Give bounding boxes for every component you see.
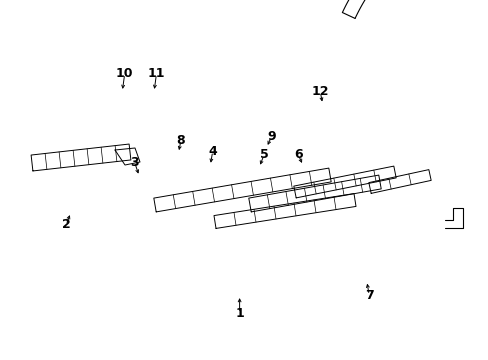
- Text: 7: 7: [364, 289, 373, 302]
- Text: 10: 10: [116, 67, 133, 80]
- Text: 4: 4: [208, 145, 217, 158]
- Text: 1: 1: [235, 307, 244, 320]
- Text: 11: 11: [147, 67, 165, 80]
- Text: 3: 3: [130, 156, 139, 168]
- Text: 12: 12: [311, 85, 328, 98]
- Text: 8: 8: [176, 134, 185, 147]
- Text: 5: 5: [259, 148, 268, 161]
- Text: 9: 9: [266, 130, 275, 143]
- Text: 2: 2: [61, 219, 70, 231]
- Text: 6: 6: [293, 148, 302, 161]
